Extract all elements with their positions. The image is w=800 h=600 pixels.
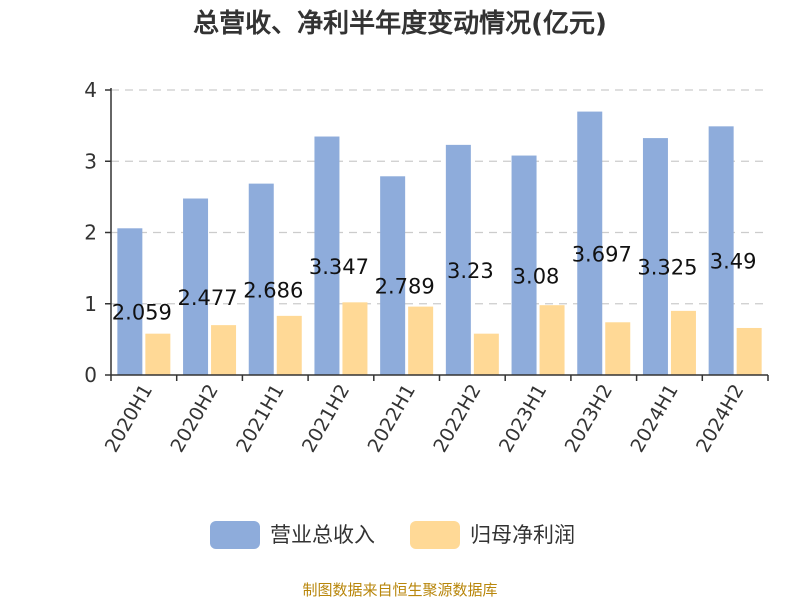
bar-revenue-2021H1 bbox=[248, 183, 274, 375]
bar-net-profit-2024H2 bbox=[736, 327, 762, 375]
bar-revenue-2022H2 bbox=[445, 144, 471, 375]
bar-net-profit-2020H2 bbox=[211, 325, 237, 375]
x-tick-label: 2024H1 bbox=[626, 381, 682, 457]
data-label: 2.059 bbox=[112, 301, 172, 325]
bar-net-profit-2024H1 bbox=[670, 310, 696, 375]
data-label: 3.23 bbox=[447, 259, 494, 283]
bar-net-profit-2021H2 bbox=[342, 302, 368, 375]
bar-net-profit-2022H1 bbox=[408, 306, 434, 375]
bars bbox=[117, 111, 762, 376]
x-tick-label: 2023H2 bbox=[561, 381, 617, 457]
source-footer: 制图数据来自恒生聚源数据库 bbox=[302, 581, 497, 599]
bar-revenue-2024H2 bbox=[708, 126, 734, 376]
bar-revenue-2023H2 bbox=[577, 111, 603, 376]
x-tick-label: 2022H1 bbox=[364, 381, 420, 457]
bar-net-profit-2022H2 bbox=[473, 333, 499, 375]
bar-net-profit-2021H1 bbox=[276, 315, 302, 375]
y-tick-label: 3 bbox=[84, 149, 97, 173]
y-tick-label: 4 bbox=[84, 78, 97, 102]
bar-net-profit-2023H1 bbox=[539, 305, 565, 375]
data-label: 2.686 bbox=[243, 278, 303, 302]
x-tick-label: 2021H1 bbox=[232, 381, 288, 457]
x-tick-label: 2022H2 bbox=[429, 380, 485, 456]
chart-title: 总营收、净利半年度变动情况(亿元) bbox=[193, 8, 607, 39]
y-tick-label: 2 bbox=[84, 221, 97, 245]
bar-net-profit-2020H1 bbox=[145, 333, 171, 375]
data-label: 3.49 bbox=[710, 250, 757, 274]
data-label: 3.08 bbox=[513, 264, 560, 288]
bar-revenue-2023H1 bbox=[511, 155, 537, 375]
legend[interactable]: 营业总收入 归母净利润 bbox=[210, 521, 575, 549]
legend-label: 归母净利润 bbox=[470, 523, 575, 547]
x-tick-label: 2021H2 bbox=[298, 381, 354, 457]
legend-swatch-revenue bbox=[210, 521, 260, 549]
x-tick-label: 2020H2 bbox=[166, 381, 222, 457]
bar-revenue-2020H2 bbox=[183, 198, 209, 375]
data-label: 2.477 bbox=[177, 286, 237, 310]
bar-revenue-2020H1 bbox=[117, 228, 143, 375]
bar-revenue-2024H1 bbox=[642, 138, 668, 375]
x-tick-label: 2023H1 bbox=[495, 381, 551, 457]
data-label: 3.347 bbox=[309, 255, 369, 279]
y-tick-label: 0 bbox=[84, 363, 97, 387]
legend-swatch-net-profit bbox=[410, 521, 460, 549]
data-label: 2.789 bbox=[375, 275, 435, 299]
x-tick-label: 2024H2 bbox=[692, 381, 748, 457]
bar-revenue-2021H2 bbox=[314, 136, 340, 375]
legend-label: 营业总收入 bbox=[270, 523, 375, 547]
data-label: 3.697 bbox=[572, 242, 632, 266]
x-tick-label: 2020H1 bbox=[101, 381, 157, 457]
axes bbox=[105, 88, 769, 381]
data-label: 3.325 bbox=[637, 256, 697, 280]
bar-net-profit-2023H2 bbox=[605, 322, 631, 375]
bar-revenue-2022H1 bbox=[380, 176, 406, 375]
y-tick-label: 1 bbox=[84, 292, 97, 316]
